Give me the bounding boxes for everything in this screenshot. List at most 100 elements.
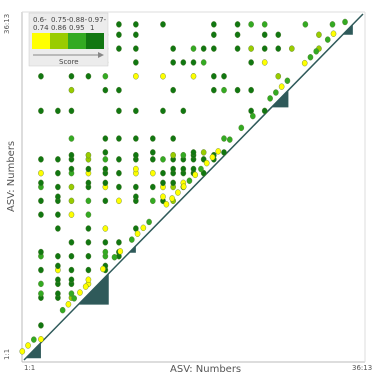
match-point [55, 225, 61, 232]
match-point [38, 290, 44, 297]
dots-layer [19, 18, 348, 355]
match-point [160, 107, 166, 115]
match-point [248, 86, 254, 94]
match-point [55, 290, 61, 297]
match-point [150, 135, 156, 142]
match-point [25, 342, 31, 349]
match-point [160, 179, 166, 187]
match-point [55, 169, 61, 177]
match-point [234, 21, 241, 28]
match-point [180, 165, 187, 173]
match-point [133, 73, 139, 80]
match-point [100, 265, 106, 273]
match-point [146, 218, 152, 226]
match-point [180, 151, 187, 159]
match-point [38, 179, 44, 187]
match-point [38, 336, 44, 343]
match-point [170, 45, 176, 52]
match-point [116, 169, 122, 177]
match-point [175, 189, 181, 196]
match-point [267, 95, 273, 102]
legend: 0.6- 0.74 0.75- 0.86 0.88- 0.95 0.97- 1 … [28, 12, 109, 67]
match-point [38, 156, 44, 163]
match-point [68, 239, 75, 246]
match-point [278, 83, 285, 90]
match-point [160, 193, 166, 200]
match-point [116, 135, 122, 142]
match-point [190, 59, 197, 66]
match-point [133, 193, 139, 200]
match-point [248, 59, 254, 66]
match-point [82, 283, 89, 290]
legend-swatch-4 [86, 33, 104, 49]
match-point [116, 107, 122, 115]
match-point [55, 262, 61, 270]
match-point [38, 197, 44, 205]
match-point [102, 179, 109, 187]
match-point [38, 73, 44, 80]
legend-bin-2-bottom: 0.86 [51, 24, 67, 32]
diagonal-block [25, 342, 41, 359]
match-point [192, 171, 198, 179]
match-point [180, 107, 187, 115]
match-point [275, 31, 282, 38]
match-point [55, 276, 61, 283]
match-point [102, 149, 109, 156]
diagonal-block [129, 245, 136, 253]
match-point [102, 73, 109, 80]
match-point [68, 107, 75, 115]
match-point [71, 295, 77, 302]
match-point [85, 239, 92, 246]
match-point [68, 135, 75, 142]
match-point [85, 73, 92, 80]
match-point [211, 73, 217, 80]
match-point [273, 89, 279, 96]
match-point [275, 45, 282, 52]
match-point [134, 230, 141, 237]
match-point [38, 280, 44, 288]
match-point [19, 348, 26, 355]
match-point [116, 45, 122, 52]
match-point [248, 21, 254, 28]
match-point [38, 169, 44, 177]
match-point [150, 197, 156, 205]
match-point [211, 21, 217, 28]
legend-swatch-2 [50, 33, 68, 49]
y-tick-start: 1:1 [3, 349, 11, 360]
legend-bin-3-bottom: 0.95 [69, 24, 85, 32]
legend-bin-1-bottom: 0.74 [33, 24, 49, 32]
match-point [221, 149, 227, 156]
match-point [116, 239, 122, 246]
match-point [133, 183, 139, 191]
match-point [238, 124, 245, 132]
match-point [102, 197, 109, 205]
match-point [68, 73, 75, 80]
match-point [55, 211, 61, 218]
match-point [211, 86, 217, 94]
match-point [301, 59, 308, 67]
match-point [111, 254, 118, 261]
match-point [133, 21, 139, 28]
match-point [163, 201, 170, 208]
match-point [68, 197, 75, 205]
match-point [170, 86, 176, 94]
match-point [160, 169, 166, 177]
match-point [342, 18, 348, 26]
match-point [226, 136, 233, 143]
match-point [180, 59, 187, 66]
match-point [211, 31, 217, 38]
match-point [160, 156, 166, 163]
match-point [65, 301, 72, 308]
match-point [133, 59, 139, 66]
match-point [102, 135, 109, 142]
match-point [116, 183, 122, 191]
match-point [133, 151, 139, 159]
match-point [160, 21, 166, 28]
match-point [190, 45, 197, 52]
match-point [329, 21, 336, 28]
diagonal-block [271, 90, 289, 108]
legend-swatch-3 [68, 33, 86, 49]
match-point [55, 107, 61, 115]
match-point [133, 107, 139, 115]
